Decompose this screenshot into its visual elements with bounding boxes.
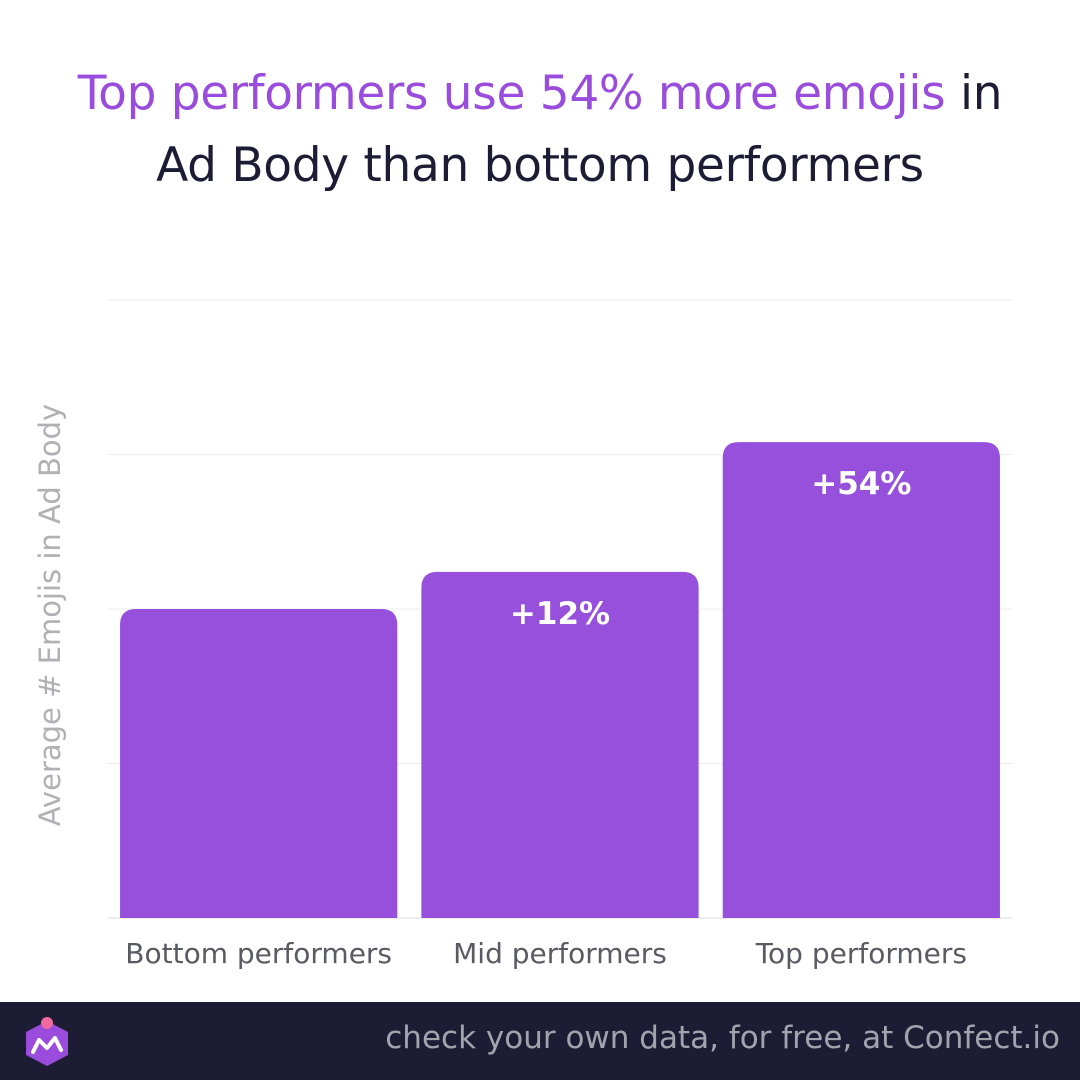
data-label: +54%: [811, 466, 911, 502]
data-label: +12%: [510, 596, 610, 632]
title-line-2: Ad Body than bottom performers: [156, 138, 924, 193]
title-line-1: Top performers use 54% more emojis in: [0, 58, 1080, 130]
footer-text: check your own data, for free, at Confec…: [385, 1020, 1060, 1056]
x-tick-label: Mid performers: [453, 937, 667, 970]
title-highlight: Top performers use 54% more emojis: [77, 66, 946, 121]
confect-logo-icon: [26, 1017, 68, 1066]
x-tick-label: Bottom performers: [125, 937, 392, 970]
bar-bottom-performers: [120, 609, 398, 918]
bar-chart: Bottom performers +12% Mid performers +54% T…: [108, 299, 1012, 970]
x-tick-label: Top performers: [755, 937, 967, 970]
bar-mid-performers: [421, 571, 699, 918]
chart-title: Top performers use 54% more emojis in Ad…: [0, 58, 1080, 202]
bar-top-performers: [722, 442, 1000, 918]
footer-bar: check your own data, for free, at Confec…: [0, 1002, 1080, 1080]
title-line-1-rest: in: [945, 66, 1003, 121]
